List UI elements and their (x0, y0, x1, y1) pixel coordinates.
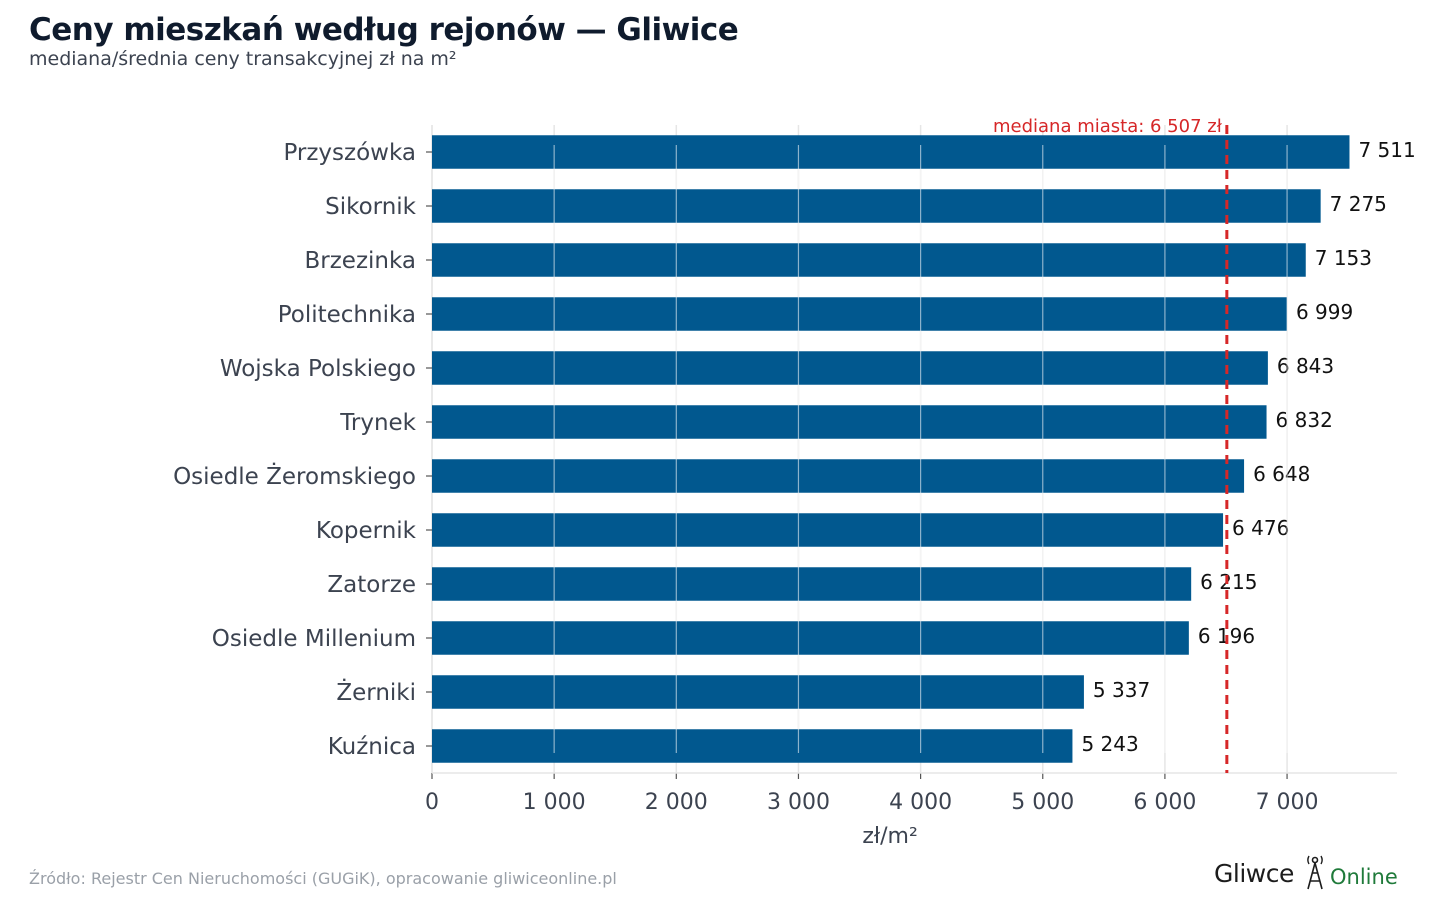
x-tick-label: 2 000 (645, 790, 708, 815)
category-label: Przyszówka (283, 140, 416, 166)
value-label: 6 999 (1296, 300, 1353, 324)
brand-logo: Gliwce Online (1214, 853, 1424, 893)
category-label: Żerniki (336, 678, 416, 706)
source-note: Źródło: Rejestr Cen Nieruchomości (GUGiK… (29, 869, 617, 888)
category-label: Osiedle Millenium (212, 626, 416, 652)
value-label: 6 648 (1253, 462, 1310, 486)
x-tick-label: 7 000 (1256, 790, 1319, 815)
value-label: 6 832 (1276, 408, 1333, 432)
bar (432, 567, 1192, 601)
chart-subtitle: mediana/średnia ceny transakcyjnej zł na… (29, 48, 457, 70)
category-label: Osiedle Żeromskiego (173, 462, 416, 490)
x-axis-title: zł/m² (862, 824, 917, 849)
bar (432, 621, 1189, 655)
category-label: Trynek (339, 410, 416, 436)
bar (432, 513, 1224, 547)
value-label: 6 843 (1277, 354, 1334, 378)
value-label: 7 511 (1358, 138, 1415, 162)
x-tick-label: 3 000 (767, 790, 830, 815)
bar (432, 243, 1306, 277)
x-tick-label: 5 000 (1011, 790, 1074, 815)
category-label: Brzezinka (304, 248, 416, 274)
category-label: Politechnika (278, 302, 416, 328)
bar (432, 135, 1350, 169)
category-label: Kopernik (316, 518, 417, 544)
bar (432, 297, 1287, 331)
bar (432, 729, 1073, 763)
category-label: Sikornik (325, 194, 417, 220)
bar (432, 405, 1267, 439)
value-label: 7 275 (1330, 192, 1387, 216)
value-label: 6 476 (1232, 516, 1289, 540)
x-tick-label: 1 000 (523, 790, 586, 815)
category-label: Kuźnica (328, 734, 416, 760)
x-tick-label: 6 000 (1133, 790, 1196, 815)
bar (432, 459, 1245, 493)
bar (432, 189, 1321, 223)
value-label: 6 215 (1200, 570, 1257, 594)
category-label: Zatorze (327, 572, 416, 598)
bar (432, 351, 1268, 385)
brand-text-gliwce: Gliwce (1214, 859, 1294, 888)
chart-title: Ceny mieszkań według rejonów — Gliwice (29, 12, 739, 48)
radio-tower-icon (1307, 855, 1323, 890)
value-label: 5 337 (1093, 678, 1150, 702)
median-label: mediana miasta: 6 507 zł (993, 116, 1223, 137)
bar (432, 675, 1084, 709)
value-label: 7 153 (1315, 246, 1372, 270)
x-tick-label: 0 (425, 790, 439, 815)
category-label: Wojska Polskiego (220, 356, 416, 382)
brand-text-online: Online (1330, 865, 1398, 889)
bar-chart: 0 1 000 2 000 3 000 4 000 5 000 6 000 7 000 Przy… (173, 116, 1416, 849)
x-tick-label: 4 000 (889, 790, 952, 815)
value-label: 5 243 (1081, 732, 1138, 756)
